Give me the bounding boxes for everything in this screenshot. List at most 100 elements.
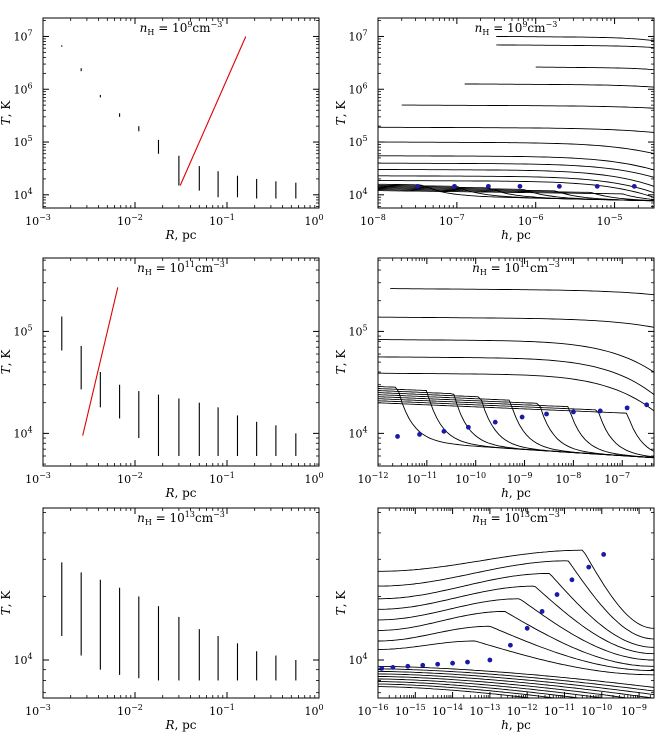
blue-dot [450,660,455,666]
temperature-curve [378,396,654,459]
x-tick-label: 10−9 [507,471,533,486]
x-tick-label: 10−9 [621,703,647,718]
y-axis-label: T, K [334,349,348,375]
blue-dot [395,434,400,439]
temperature-curve [378,676,631,698]
blue-dot [417,431,422,437]
y-axis-label: T, K [0,100,13,126]
temperature-curve [535,66,654,71]
chart-panel-p2: 10−8 10−7 10−6 10−5 104 105 106 107 nH = 109cm−3… [334,17,655,242]
blue-dot [556,183,562,189]
y-tick-label: 105 [348,323,367,338]
plot-area [378,36,654,202]
panel-title: nH = 109cm−3 [140,20,223,37]
temperature-curve [378,188,654,202]
temperature-curve [378,388,654,459]
temperature-curve [401,104,654,109]
blue-dot [554,592,560,597]
blue-dot [420,662,426,668]
blue-dot [624,405,630,411]
x-axis-label: R, pc [164,228,196,242]
red-line [82,287,119,436]
temperature-curve [378,549,654,629]
blue-dot [508,642,513,648]
blue-dot [435,661,441,667]
x-tick-label: 100 [304,471,323,486]
y-tick-label: 104 [13,425,32,440]
y-tick-label: 105 [13,134,32,149]
blue-dot [415,183,420,189]
blue-dot [517,183,523,189]
x-tick-label: 10−11 [406,471,437,486]
temperature-curve [378,155,654,171]
x-axis-label: h, pc [501,718,531,732]
x-tick-label: 10−8 [555,471,581,486]
temperature-curve [378,625,654,672]
temperature-curve [378,180,654,198]
blue-dot [465,659,470,665]
x-tick-label: 10−14 [432,703,463,718]
blue-dot [524,625,530,631]
x-axis-label: R, pc [164,718,196,732]
y-tick-label: 107 [13,28,32,43]
y-tick-label: 107 [348,28,367,43]
temperature-curve [378,560,654,640]
temperature-curve [378,316,654,328]
y-axis-label: T, K [334,100,348,126]
temperature-curve [378,665,654,688]
panel-title: nH = 1011cm−3 [472,260,560,277]
axes-frame [42,507,320,699]
plot-area [61,562,297,681]
temperature-curve [378,598,654,661]
blue-dot [539,609,545,614]
blue-dot [405,663,411,669]
blue-dot [487,657,493,663]
temperature-curve [378,372,654,412]
blue-dot [570,409,576,415]
blue-dot [390,664,396,670]
y-axis-label: T, K [0,349,13,375]
blue-dot [441,428,447,434]
axes-frame [377,17,655,209]
temperature-curve [378,670,654,696]
temperature-curve [390,288,654,296]
x-tick-label: 10−2 [117,703,143,718]
temperature-curve [378,400,654,458]
y-tick-label: 106 [348,81,367,96]
blue-dot [594,183,600,189]
x-tick-label: 10−10 [455,471,486,486]
temperature-curve [378,402,654,452]
x-tick-label: 10−1 [209,471,235,486]
temperature-curve [378,189,654,202]
x-axis-label: h, pc [501,486,531,500]
plot-area [61,287,297,456]
temperature-curve [378,386,654,459]
temperature-curve [378,398,654,459]
plot-area [378,549,654,698]
panel-title: nH = 1011cm−3 [137,260,225,277]
x-tick-label: 10−13 [469,703,500,718]
blue-dot [465,424,471,430]
panel-title: nH = 109cm−3 [475,20,558,37]
x-tick-label: 10−7 [604,471,630,486]
temperature-curve [378,681,582,698]
plot-area [61,36,297,199]
y-tick-label: 104 [348,187,367,202]
temperature-curve [378,356,654,395]
x-tick-label: 100 [304,213,323,228]
panel-title: nH = 1013cm−3 [137,510,225,527]
temperature-curve [378,175,654,194]
blue-dot [631,183,637,189]
blue-dot [492,419,498,425]
blue-dot [379,666,385,671]
x-tick-label: 10−15 [395,703,426,718]
x-axis-label: h, pc [501,228,531,242]
x-tick-label: 10−3 [25,703,51,718]
x-tick-label: 10−12 [507,703,538,718]
temperature-curve [378,683,558,698]
blue-dot [486,183,491,189]
y-tick-label: 104 [13,187,32,202]
temperature-curve [378,190,654,200]
chart-panel-p1: 10−3 10−2 10−1 100 104 105 106 107 nH = 109cm−3 R… [0,17,324,242]
